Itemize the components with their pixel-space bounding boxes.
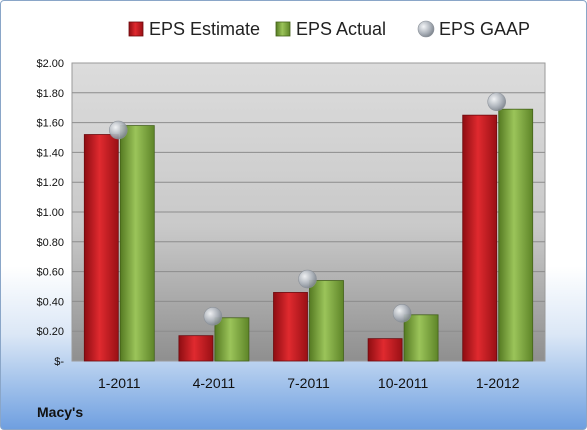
marker-eps-gaap	[487, 92, 507, 112]
y-tick-label: $1.60	[36, 118, 64, 130]
legend: EPS Estimate EPS Actual EPS GAAP	[128, 19, 530, 39]
y-tick-label: $1.00	[36, 207, 64, 219]
y-tick-label: $0.80	[36, 237, 64, 249]
bar-eps-estimate	[367, 338, 403, 362]
bars	[83, 108, 534, 362]
bar-eps-actual	[403, 314, 439, 362]
bar-eps-estimate	[178, 335, 214, 362]
gaap-markers	[109, 92, 507, 326]
bar-eps-estimate	[462, 114, 498, 362]
y-axis-ticks: $- $0.20 $0.40 $0.60 $0.80 $1.00 $1.20 $1.40 $1.…	[36, 58, 64, 368]
y-tick-label: $1.20	[36, 177, 64, 189]
x-category-label: 1-2011	[98, 375, 141, 391]
y-tick-label: $0.40	[36, 296, 64, 308]
legend-swatch-gaap	[417, 20, 435, 38]
marker-eps-gaap	[392, 304, 412, 323]
y-tick-label: $0.20	[36, 326, 64, 338]
bar-eps-estimate	[273, 292, 308, 362]
bar-eps-actual	[119, 125, 155, 362]
marker-eps-gaap	[109, 120, 128, 140]
company-name: Macy's	[37, 404, 83, 420]
y-tick-label: $-	[54, 356, 64, 368]
y-tick-label: $1.40	[36, 147, 64, 159]
x-category-label: 7-2011	[287, 375, 330, 391]
bar-eps-actual	[214, 317, 250, 362]
marker-eps-gaap	[298, 269, 317, 289]
x-axis-categories: 1-2011 4-2011 7-2011 10-2011 1-2012	[98, 375, 520, 391]
y-tick-label: $0.60	[36, 267, 64, 279]
bar-eps-estimate	[83, 134, 119, 362]
legend-swatch-estimate	[128, 21, 144, 37]
legend-swatch-actual	[275, 21, 291, 37]
bar-eps-actual	[498, 108, 534, 362]
x-category-label: 10-2011	[378, 375, 429, 391]
y-tick-label: $2.00	[36, 58, 64, 70]
bar-eps-actual	[309, 280, 344, 362]
legend-label: EPS Estimate	[149, 19, 260, 39]
x-category-label: 1-2012	[476, 375, 520, 391]
x-category-label: 4-2011	[193, 375, 236, 391]
legend-label: EPS GAAP	[439, 19, 530, 39]
y-tick-label: $1.80	[36, 88, 64, 100]
legend-label: EPS Actual	[296, 19, 386, 39]
marker-eps-gaap	[203, 306, 223, 326]
